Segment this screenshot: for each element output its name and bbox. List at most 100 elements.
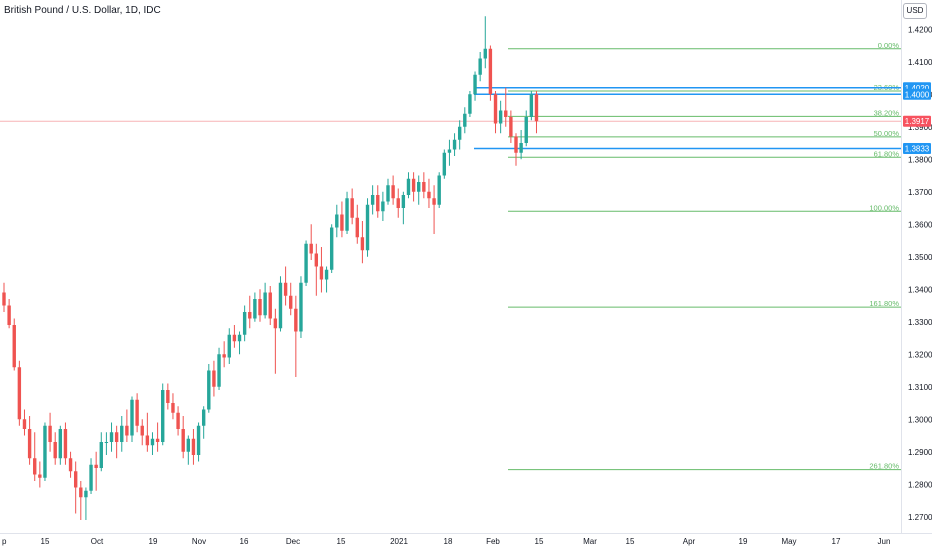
candle-body — [166, 390, 169, 403]
candle — [54, 432, 57, 465]
currency-button[interactable]: USD — [903, 3, 927, 19]
candle — [197, 423, 200, 462]
candle — [187, 436, 190, 465]
chart-title: British Pound / U.S. Dollar, 1D, IDC — [4, 5, 161, 16]
candle-body — [299, 283, 302, 332]
candle-body — [279, 283, 282, 329]
candle-body — [494, 94, 497, 123]
candle-body — [13, 325, 16, 367]
candle-body — [386, 185, 389, 201]
candle — [248, 296, 251, 329]
candle-body — [161, 390, 164, 442]
candle-body — [33, 458, 36, 474]
candle — [212, 361, 215, 397]
price-tick-label: 1.3700 — [908, 188, 932, 197]
candle-body — [43, 426, 46, 478]
price-axis[interactable]: 1.42001.41001.40001.39001.38001.37001.36… — [902, 0, 932, 533]
candle — [350, 189, 353, 225]
candle-body — [345, 198, 348, 231]
candle-body — [197, 426, 200, 455]
candle — [335, 205, 338, 238]
candle-body — [248, 312, 251, 319]
candle-body — [100, 442, 103, 468]
candle — [171, 393, 174, 419]
candle-body — [74, 471, 77, 487]
candle — [238, 332, 241, 355]
fibonacci-retracement[interactable]: 0.00%23.60%38.20%50.00%61.80%100.00%161.… — [508, 41, 901, 471]
time-tick-label: Oct — [91, 537, 104, 546]
price-tick-label: 1.2900 — [908, 448, 932, 457]
candle-body — [438, 176, 441, 205]
candle-body — [412, 179, 415, 192]
candle — [100, 432, 103, 471]
candle-body — [325, 270, 328, 280]
candle-body — [304, 244, 307, 283]
candle — [217, 348, 220, 390]
fib-level-label: 0.00% — [878, 41, 900, 50]
time-tick-label: Jun — [878, 537, 891, 546]
price-tick-label: 1.3200 — [908, 350, 932, 359]
fib-level-label: 261.80% — [869, 462, 899, 471]
candle-body — [484, 49, 487, 59]
candle — [48, 413, 51, 452]
candle-body — [525, 117, 528, 143]
candle — [397, 189, 400, 218]
candle-body — [330, 228, 333, 270]
candle — [43, 423, 46, 482]
candle-body — [243, 312, 246, 335]
candle-body — [2, 293, 5, 306]
candle — [243, 306, 246, 342]
candle — [376, 185, 379, 218]
candle — [79, 481, 82, 520]
candle-body — [274, 319, 277, 329]
candle — [448, 140, 451, 166]
candle — [284, 267, 287, 306]
price-tick-label: 1.3600 — [908, 220, 932, 229]
candle-body — [432, 198, 435, 205]
fib-level-label: 61.80% — [874, 149, 900, 158]
candle — [33, 432, 36, 481]
time-tick-label: Apr — [683, 537, 696, 546]
candle-body — [105, 442, 108, 443]
candle-body — [176, 413, 179, 429]
candle — [468, 91, 471, 117]
candle-body — [69, 458, 72, 471]
candle — [402, 192, 405, 225]
fib-level-label: 50.00% — [874, 129, 900, 138]
candle-body — [258, 299, 261, 315]
candle-body — [89, 465, 92, 491]
candle-body — [391, 185, 394, 198]
candle — [146, 413, 149, 452]
candle-body — [350, 198, 353, 218]
candle — [499, 101, 502, 134]
candle-body — [356, 218, 359, 238]
candles — [2, 16, 538, 520]
candle-body — [340, 215, 343, 231]
candle — [325, 267, 328, 293]
candle — [2, 283, 5, 312]
candle-body — [448, 150, 451, 153]
candle — [233, 325, 236, 348]
candle — [294, 296, 297, 377]
candle — [289, 283, 292, 316]
candle — [141, 419, 144, 445]
candle-body — [59, 429, 62, 458]
candle-body — [530, 94, 533, 117]
candle — [381, 192, 384, 221]
candle-body — [514, 137, 517, 153]
price-tick-label: 1.3400 — [908, 285, 932, 294]
candle — [320, 247, 323, 293]
time-tick-label: 18 — [444, 537, 453, 546]
candle — [299, 276, 302, 338]
time-tick-label: 15 — [535, 537, 544, 546]
price-axis-tag: 1.4000 — [903, 89, 931, 100]
candle-body — [233, 335, 236, 342]
candle-body — [79, 488, 82, 498]
candle-body — [18, 367, 21, 419]
candle — [473, 72, 476, 101]
candle — [253, 293, 256, 322]
candle-body — [182, 429, 185, 452]
